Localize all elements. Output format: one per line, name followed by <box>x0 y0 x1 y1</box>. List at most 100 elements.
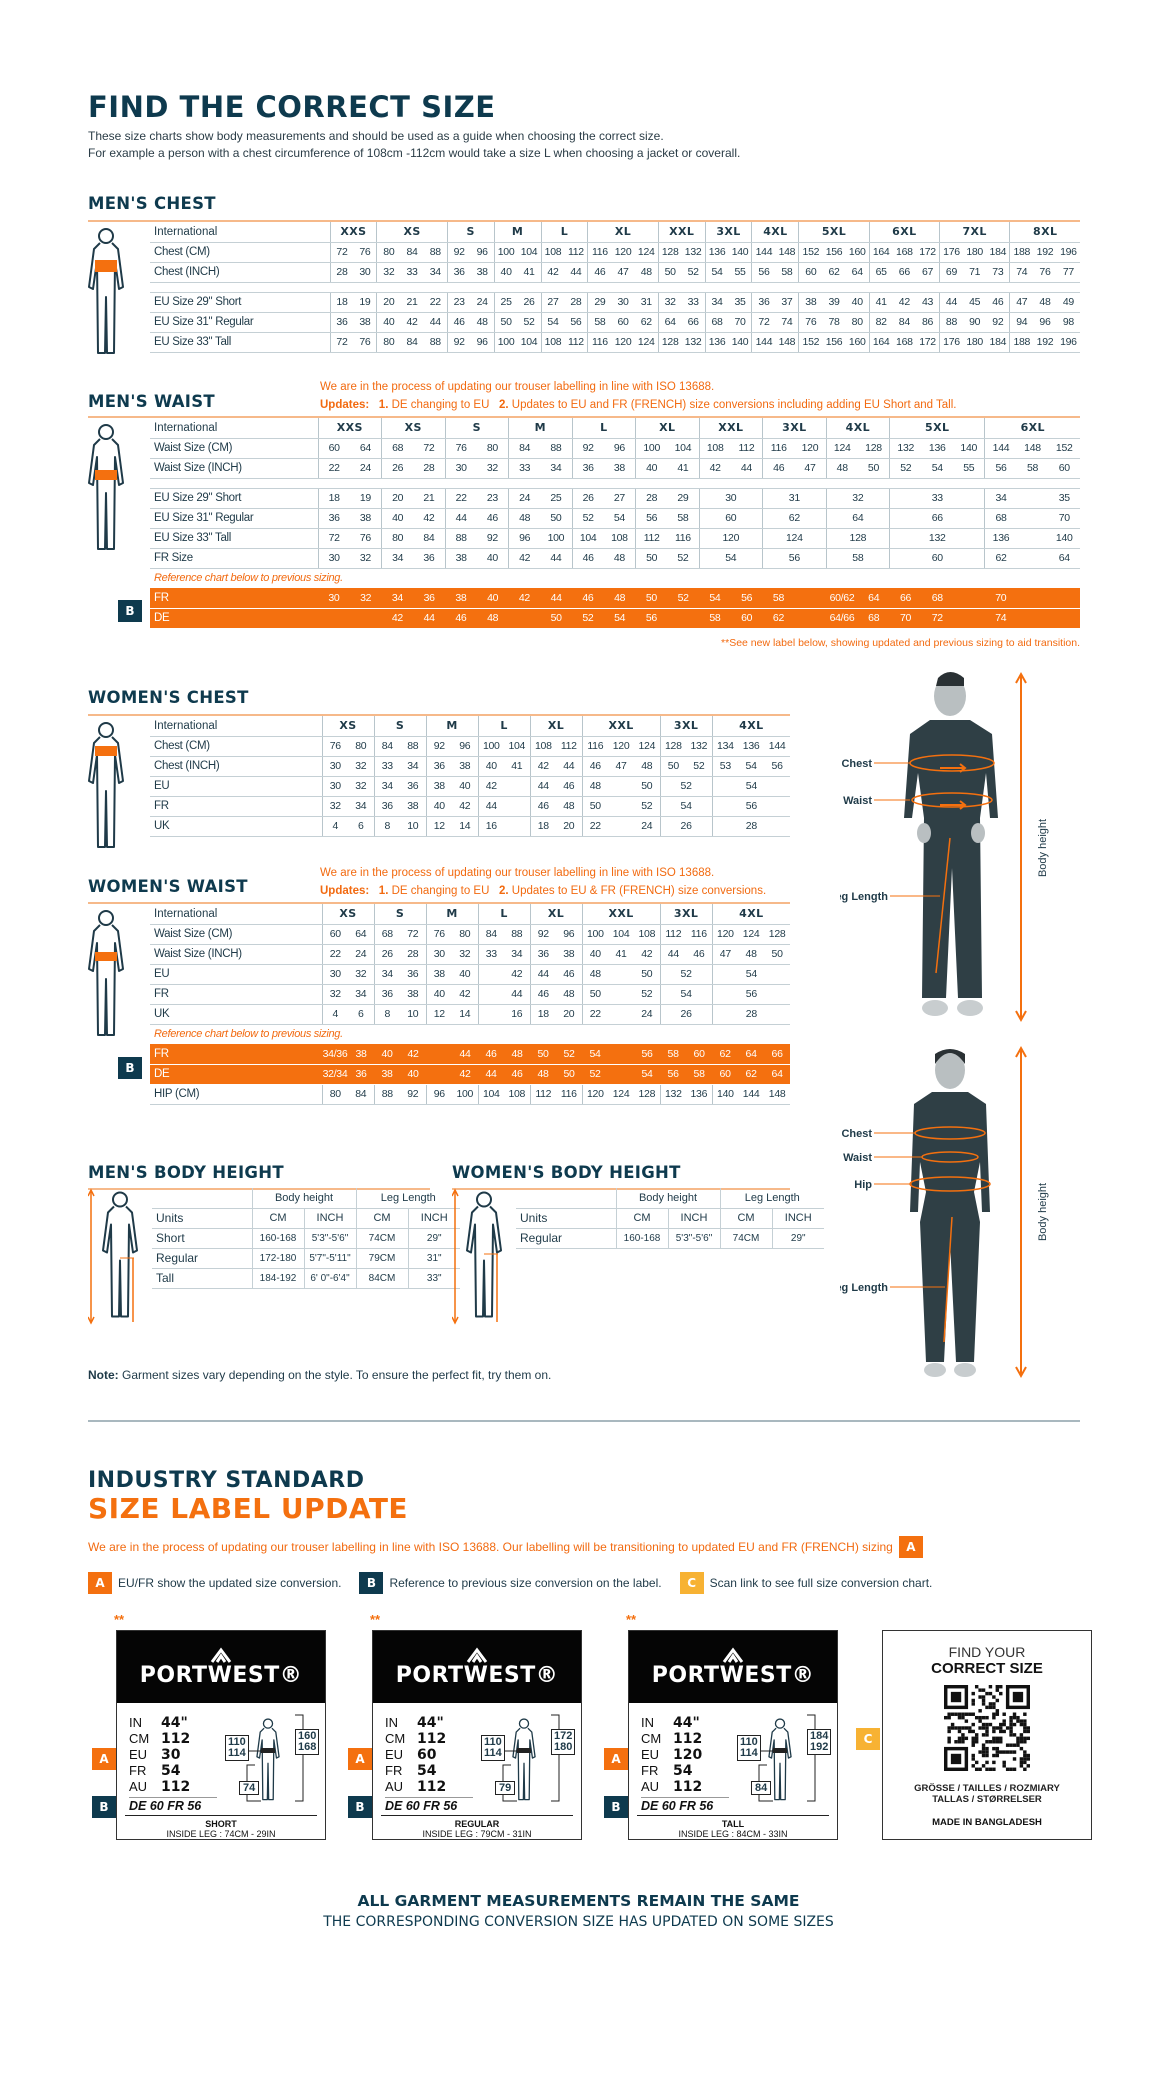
cell: 136 <box>704 242 729 263</box>
cell-group: 62 <box>763 512 826 524</box>
cell: 52 <box>659 964 713 985</box>
size-xxs: XXS <box>317 418 382 439</box>
cell: 64 <box>845 262 870 283</box>
unit: INCH <box>667 1208 720 1229</box>
cell: 26 <box>373 944 400 965</box>
cell: 74 <box>984 608 1017 629</box>
size-value: 112 <box>161 1731 191 1747</box>
cell: 132 <box>659 1084 687 1105</box>
cell-value: 52 <box>680 968 692 980</box>
cell: 144 <box>751 242 776 263</box>
leg-length-label: Leg Length <box>840 891 888 903</box>
cell: 84 <box>373 736 400 757</box>
cell: 92 <box>986 312 1010 333</box>
cell: 47 <box>1009 292 1034 313</box>
cell: 44 <box>413 608 445 629</box>
row-label: Chest (CM) <box>150 736 322 757</box>
size-value: 112 <box>673 1731 703 1747</box>
cell: 172 <box>916 242 940 263</box>
cell-value: 54 <box>745 968 757 980</box>
cell: 29 <box>587 292 612 313</box>
cell: 28 <box>400 944 427 965</box>
cell: 120 <box>698 528 763 549</box>
cell: 92 <box>529 924 557 945</box>
cell: 66 <box>889 588 922 609</box>
size-xxl: XXL <box>581 904 661 925</box>
womens-waist-notice: We are in the process of updating our tr… <box>320 864 766 900</box>
made-in-text: MADE IN BANGLADESH <box>932 1817 1042 1828</box>
womens-height-heading: WOMEN'S BODY HEIGHT <box>452 1163 681 1182</box>
cell: 140 <box>1048 528 1081 549</box>
note-text: Garment sizes vary depending on the styl… <box>118 1368 552 1382</box>
cell: 56 <box>762 548 827 569</box>
cell: 54 <box>582 1044 609 1065</box>
cell: 52 <box>634 984 661 1005</box>
cell-value: 54 <box>745 780 757 792</box>
update-text: DE changing to EU <box>391 399 490 411</box>
cell: 76 <box>353 332 377 353</box>
cell: 48 <box>530 1064 557 1085</box>
cell: 40 <box>381 508 414 529</box>
cell: 96 <box>603 438 636 459</box>
cell: 108 <box>504 1084 531 1105</box>
cell-value: 52 <box>680 780 692 792</box>
label-footer: SHORT INSIDE LEG : 74CM - 29IN <box>125 1815 317 1839</box>
cell: 62 <box>634 312 659 333</box>
size-label-card: PORTWEST® IN 44" CM 112 EU 60 FR 54 AU 112 DE 60 FR… <box>372 1630 582 1840</box>
cell: 46 <box>529 984 557 1005</box>
size-label-card: PORTWEST® IN 44" CM 112 EU 30 FR 54 AU 112 DE 60 FR… <box>116 1630 326 1840</box>
cell: 58 <box>775 262 799 283</box>
cell: 100 <box>540 528 573 549</box>
cell: 52 <box>517 312 541 333</box>
cell: 70 <box>1048 508 1081 529</box>
cell: 54 <box>699 588 731 609</box>
cell-value: 56 <box>788 552 800 564</box>
cell: 38 <box>400 984 427 1005</box>
cell: 104 <box>517 242 541 263</box>
size-value: 54 <box>161 1763 181 1779</box>
cell: 188 <box>1009 242 1034 263</box>
cell: 44 <box>540 548 573 569</box>
cell: 70 <box>889 608 922 629</box>
cell <box>1016 488 1049 509</box>
size-value: 54 <box>417 1763 437 1779</box>
cell: 46 <box>762 458 795 479</box>
size-m: M <box>425 716 479 737</box>
cell: 88 <box>423 332 448 353</box>
cell: 116 <box>762 438 795 459</box>
spacer-row <box>150 282 1081 293</box>
cell-group: 54 <box>713 780 791 792</box>
cell: 168 <box>892 242 917 263</box>
row-label: EU Size 31" Regular <box>150 312 330 333</box>
cell: 108 <box>540 242 565 263</box>
cell: 196 <box>1056 242 1081 263</box>
label-figure-icon <box>239 1714 304 1802</box>
cell: 38 <box>348 1044 374 1065</box>
cell: 196 <box>1056 332 1081 353</box>
reference-row: Reference chart below to previous sizing… <box>150 568 1080 588</box>
size-l: L <box>477 716 531 737</box>
qr-code-icon[interactable] <box>944 1685 1030 1771</box>
cell: 88 <box>444 528 477 549</box>
cell: 96 <box>470 242 495 263</box>
cell: 54 <box>603 608 636 629</box>
previous-size-row: DE 32/34 36 38 40 42 44 46 48 50 52 54 56 58 60 62 64 <box>150 1064 791 1085</box>
header-row: International XXS XS S M L XL XXL 3XL 4XL 5XL 6XL 7X… <box>150 222 1081 243</box>
table-row: Chest (CM) 72 76 80 84 88 92 96 100 104 108 112 116 1… <box>150 242 1081 263</box>
cell: 72 <box>329 242 354 263</box>
cell: 54 <box>698 548 763 569</box>
cell: 41 <box>868 292 893 313</box>
row-label: Regular <box>152 1248 252 1269</box>
cell: 66 <box>889 508 985 529</box>
cell: 46 <box>587 262 612 283</box>
cell: 50 <box>556 1064 583 1085</box>
size-value: 44" <box>673 1715 700 1731</box>
size-code-row: EU 60 <box>385 1747 446 1763</box>
height-box: 184 192 <box>807 1729 832 1755</box>
table-row: HIP (CM) 80 84 88 92 96 100 104 108 112 116 120 124 1… <box>150 1084 791 1105</box>
cell: 168 <box>892 332 917 353</box>
size-code: EU <box>641 1747 660 1762</box>
cell: 80 <box>376 242 401 263</box>
cell: 32/34 <box>322 1064 348 1085</box>
cell: 120 <box>608 736 635 757</box>
